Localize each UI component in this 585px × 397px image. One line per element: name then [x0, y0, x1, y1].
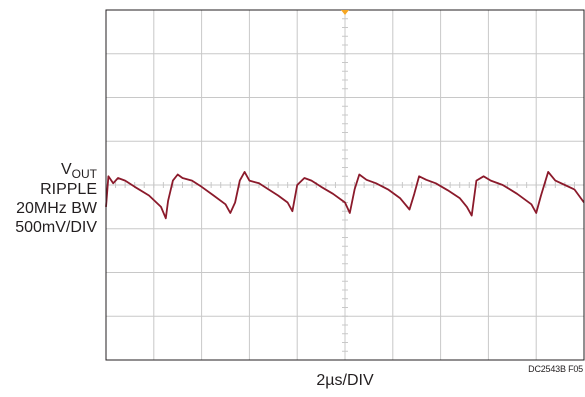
ylabel-line-scale: 500mV/DIV [15, 219, 97, 236]
trigger-marker [341, 10, 349, 15]
center-axis-ticks [115, 18, 575, 352]
ylabel-line-ripple: RIPPLE [40, 181, 97, 198]
channel-label: VOUT [60, 161, 97, 181]
figure-id: DC2543B F05 [528, 364, 583, 374]
ylabel-line-bandwidth: 20MHz BW [16, 200, 97, 217]
vout-ripple-trace [105, 171, 585, 220]
x-axis-label: 2µs/DIV [316, 372, 374, 389]
y-axis-label: VOUT RIPPLE 20MHz BW 500mV/DIV [0, 160, 97, 237]
